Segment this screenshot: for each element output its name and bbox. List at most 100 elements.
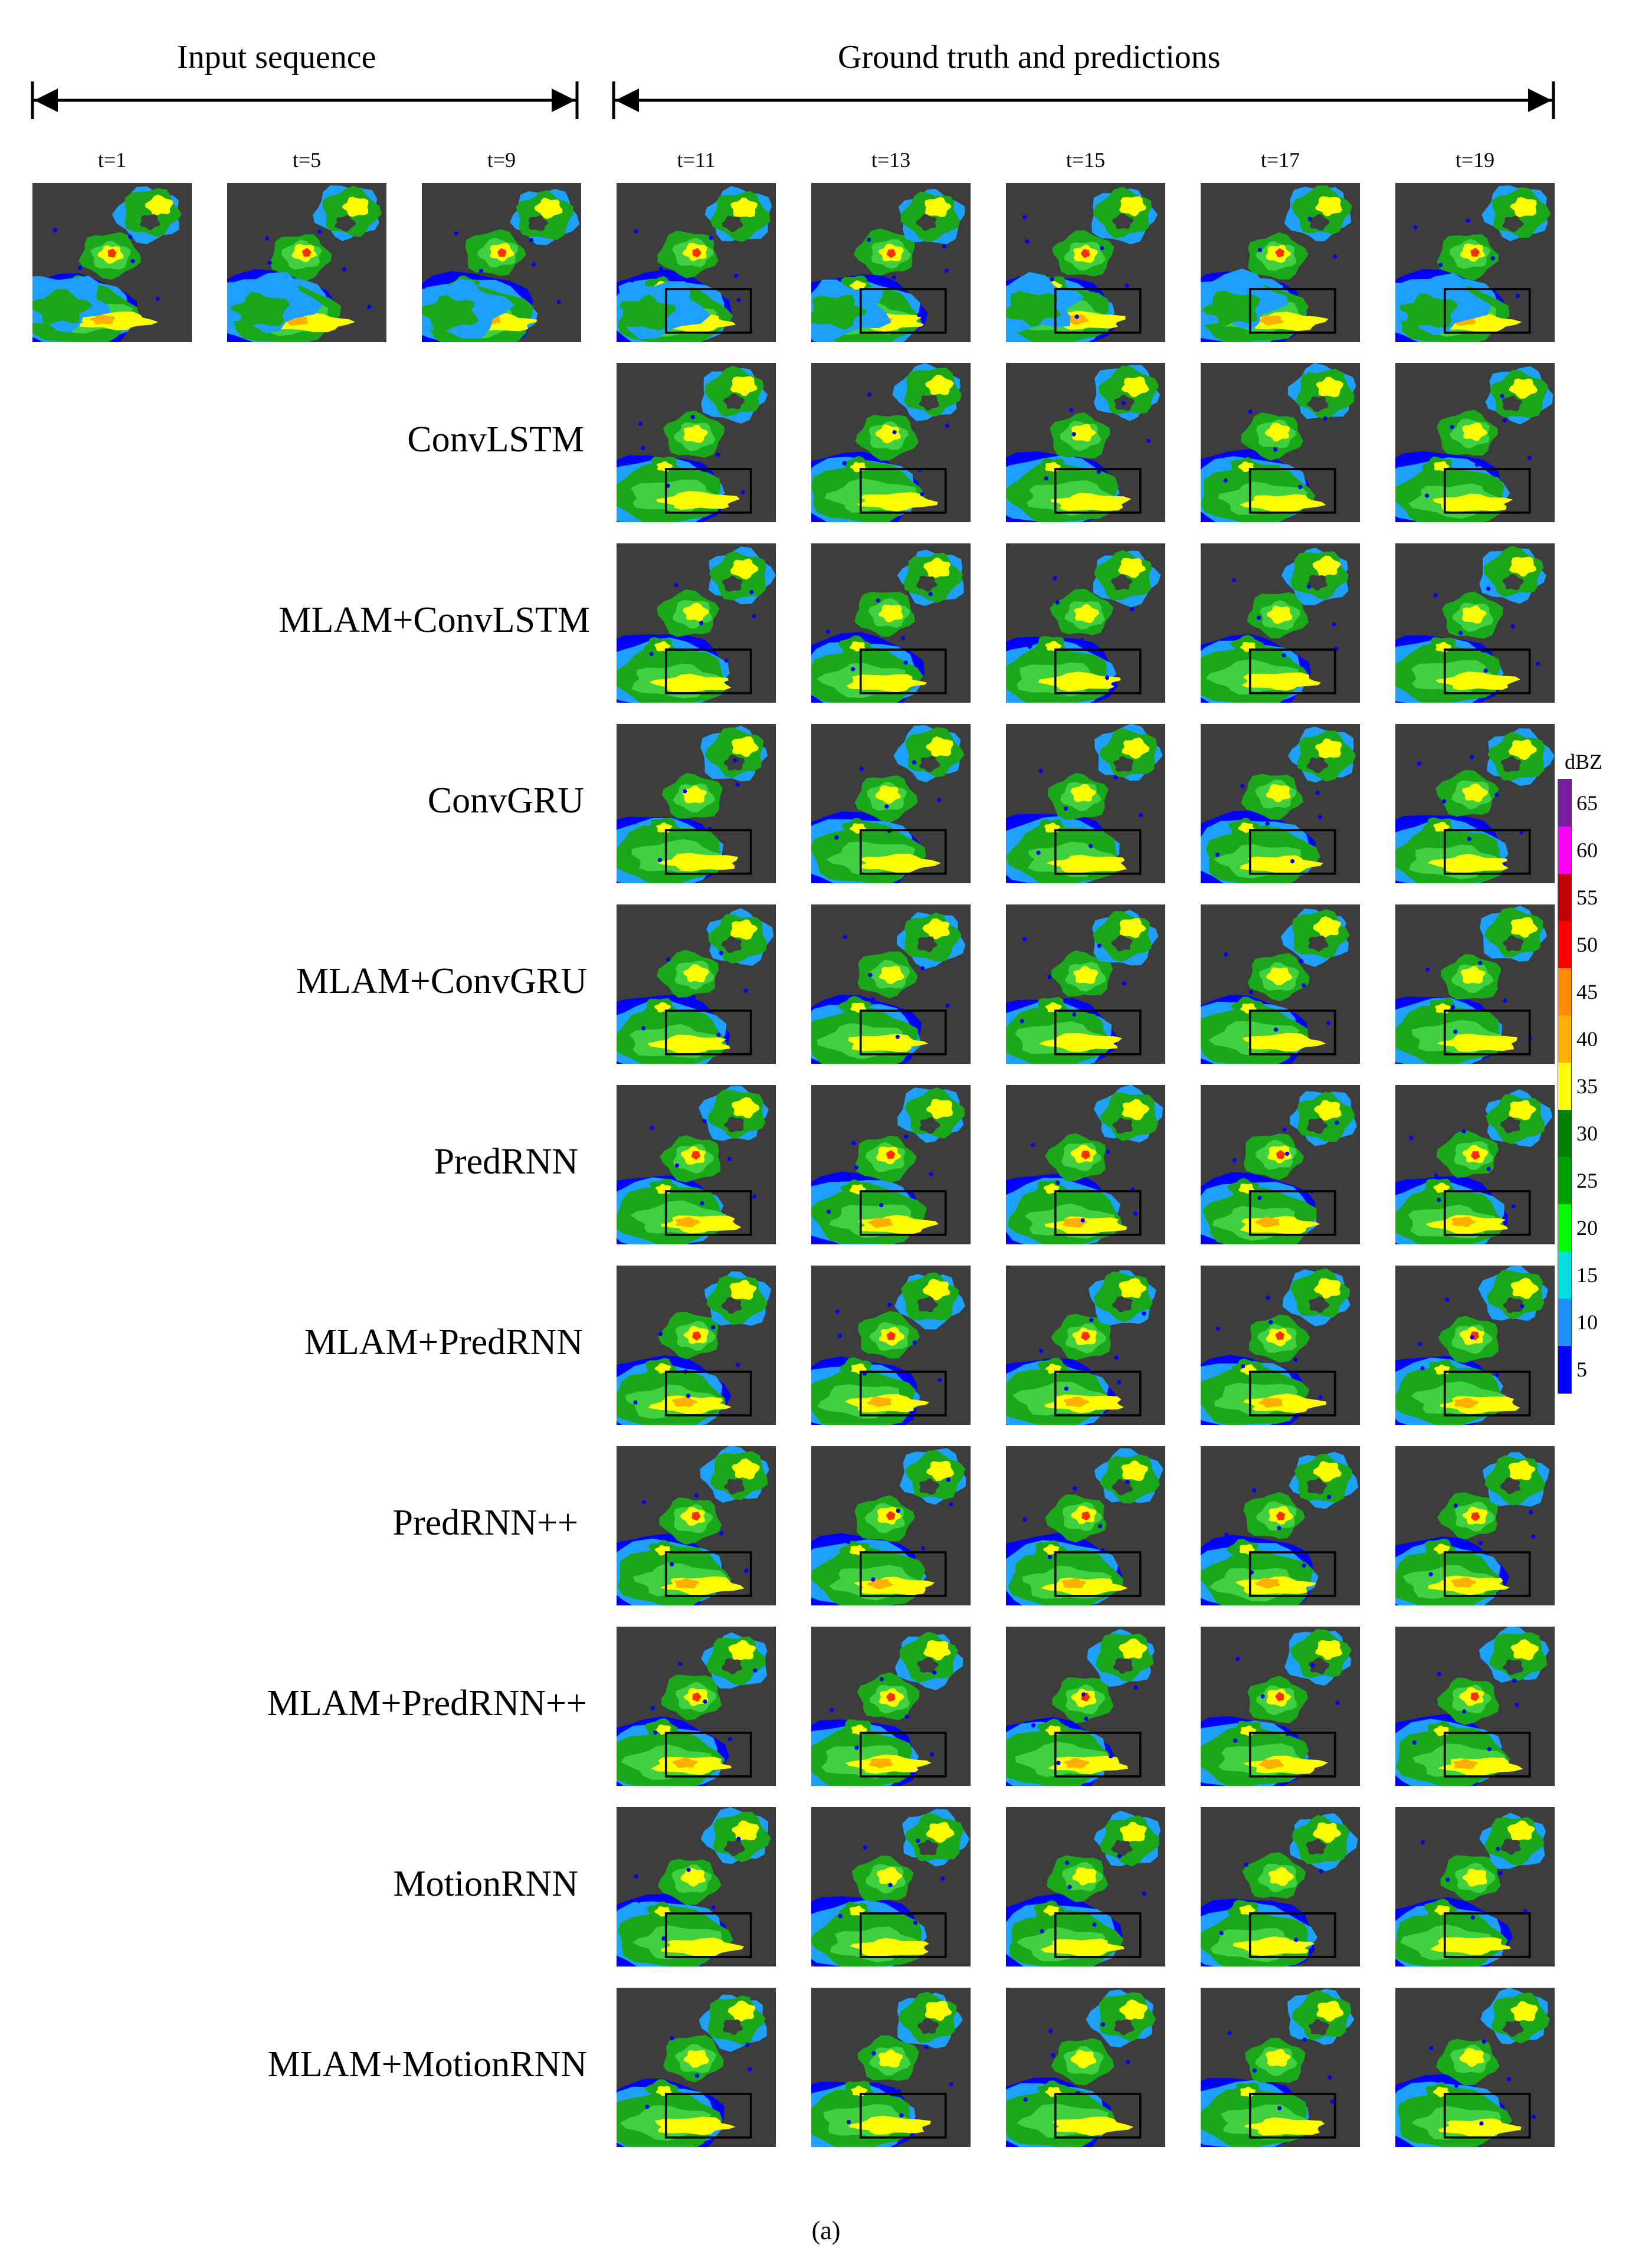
colorbar-tick-label: 15 bbox=[1576, 1263, 1598, 1287]
prediction-frame-row2-col2 bbox=[811, 543, 971, 703]
radar-echo-map bbox=[617, 1271, 771, 1425]
prediction-frame-row10-col2 bbox=[811, 1988, 971, 2147]
prediction-frame-row3-col4 bbox=[1201, 724, 1360, 883]
highlight-box bbox=[859, 1371, 947, 1417]
colorbar-tick-label: 5 bbox=[1576, 1358, 1587, 1381]
prediction-frame-row2-col3 bbox=[1006, 543, 1165, 703]
prediction-frame-row5-col3 bbox=[1006, 1085, 1165, 1244]
input-sequence-header: Input sequence bbox=[177, 39, 376, 76]
prediction-frame-row1-col4 bbox=[1201, 363, 1360, 522]
prediction-frame-row9-col1 bbox=[617, 1807, 776, 1966]
prediction-frame-row1-col2 bbox=[811, 363, 971, 522]
colorbar-tick-label: 10 bbox=[1576, 1310, 1598, 1334]
highlight-box bbox=[1248, 829, 1336, 875]
time-label-output-13: t=13 bbox=[871, 148, 911, 172]
highlight-box bbox=[664, 288, 752, 334]
highlight-box bbox=[1248, 648, 1336, 694]
prediction-frame-row7-col4 bbox=[1201, 1446, 1360, 1605]
radar-echo-map bbox=[811, 912, 966, 1064]
colorbar-tick-label: 25 bbox=[1576, 1169, 1598, 1192]
radar-echo-map bbox=[1395, 185, 1551, 342]
colorbar-tick-label: 40 bbox=[1576, 1027, 1598, 1051]
radar-echo-map bbox=[617, 1086, 769, 1244]
radar-echo-map bbox=[811, 1631, 963, 1786]
radar-echo-map bbox=[1395, 906, 1548, 1064]
highlight-box bbox=[1054, 1551, 1142, 1597]
highlight-box bbox=[664, 1732, 752, 1778]
colorbar-tick-label: 60 bbox=[1576, 838, 1598, 862]
radar-echo-map bbox=[1201, 1628, 1352, 1786]
prediction-frame-row9-col4 bbox=[1201, 1807, 1360, 1966]
highlight-box bbox=[1248, 468, 1336, 514]
prediction-frame-row6-col3 bbox=[1006, 1266, 1165, 1425]
row-label-mlam-convlstm: MLAM+ConvLSTM bbox=[278, 600, 590, 640]
highlight-box bbox=[1248, 1551, 1336, 1597]
highlight-box bbox=[664, 648, 752, 694]
radar-echo-map bbox=[811, 188, 965, 342]
highlight-box bbox=[1054, 1190, 1142, 1236]
time-label-output-17: t=17 bbox=[1260, 148, 1300, 172]
row-label-predrnn: PredRNN bbox=[434, 1142, 578, 1182]
radar-echo-map bbox=[811, 549, 964, 703]
highlight-box bbox=[664, 1009, 752, 1056]
radar-echo-map bbox=[32, 186, 182, 342]
prediction-frame-row5-col1 bbox=[617, 1085, 776, 1244]
highlight-box bbox=[1054, 829, 1142, 875]
radar-echo-map bbox=[1201, 1988, 1355, 2147]
row-label-mlam-motionrnn: MLAM+MotionRNN bbox=[267, 2044, 587, 2084]
radar-echo-map bbox=[1006, 549, 1161, 703]
radar-echo-map bbox=[811, 363, 962, 522]
row-label-convlstm: ConvLSTM bbox=[407, 419, 584, 460]
radar-echo-map bbox=[1395, 1988, 1550, 2147]
colorbar-tick-label: 30 bbox=[1576, 1122, 1598, 1145]
highlight-box bbox=[1054, 468, 1142, 514]
row-label-convgru: ConvGRU bbox=[427, 781, 584, 821]
radar-echo-map bbox=[422, 189, 580, 342]
prediction-frame-row1-col1 bbox=[617, 363, 776, 522]
prediction-frame-row5-col4 bbox=[1201, 1085, 1360, 1244]
highlight-box bbox=[859, 2093, 947, 2139]
colorbar-segment bbox=[1558, 921, 1571, 969]
row-label-mlam-convgru: MLAM+ConvGRU bbox=[296, 961, 587, 1001]
time-label-input-1: t=1 bbox=[97, 148, 127, 172]
colorbar-tick-label: 20 bbox=[1576, 1216, 1598, 1240]
ground-truth-frame-4 bbox=[1201, 183, 1360, 342]
prediction-frame-row5-col2 bbox=[811, 1085, 971, 1244]
prediction-frame-row7-col5 bbox=[1395, 1446, 1555, 1605]
prediction-frame-row6-col4 bbox=[1201, 1266, 1360, 1425]
prediction-frame-row7-col3 bbox=[1006, 1446, 1165, 1605]
highlight-box bbox=[1248, 1732, 1336, 1778]
ground-truth-frame-3 bbox=[1006, 183, 1165, 342]
colorbar-segment bbox=[1558, 968, 1571, 1016]
prediction-frame-row10-col1 bbox=[617, 1988, 776, 2147]
radar-echo-map bbox=[1395, 728, 1555, 883]
highlight-box bbox=[664, 1551, 752, 1597]
colorbar-tick-label: 35 bbox=[1576, 1074, 1598, 1098]
radar-echo-map bbox=[1006, 186, 1158, 342]
highlight-box bbox=[1248, 1371, 1336, 1417]
prediction-frame-row4-col2 bbox=[811, 904, 971, 1064]
colorbar-tick-label: 50 bbox=[1576, 933, 1598, 956]
highlight-box bbox=[664, 468, 752, 514]
radar-echo-map bbox=[1201, 185, 1353, 342]
radar-echo-map bbox=[811, 1809, 970, 1966]
highlight-box bbox=[664, 1190, 752, 1236]
highlight-box bbox=[1248, 288, 1336, 334]
prediction-frame-row10-col5 bbox=[1395, 1988, 1555, 2147]
prediction-frame-row7-col2 bbox=[811, 1446, 971, 1605]
input-frame-2 bbox=[227, 183, 386, 342]
row-label-motionrnn: MotionRNN bbox=[393, 1864, 578, 1904]
highlight-box bbox=[1248, 1912, 1336, 1958]
prediction-frame-row10-col3 bbox=[1006, 1988, 1165, 2147]
radar-echo-map bbox=[1201, 908, 1350, 1064]
radar-echo-map bbox=[1006, 1270, 1156, 1425]
radar-echo-map bbox=[1395, 1266, 1548, 1425]
colorbar-segment bbox=[1558, 1110, 1571, 1158]
highlight-box bbox=[1248, 1009, 1336, 1056]
colorbar-tick-label: 65 bbox=[1576, 791, 1598, 815]
figure-caption: (a) bbox=[811, 2216, 841, 2245]
radar-echo-map bbox=[617, 1994, 767, 2147]
highlight-box bbox=[859, 1190, 947, 1236]
highlight-box bbox=[859, 1732, 947, 1778]
radar-echo-map bbox=[617, 1807, 771, 1966]
